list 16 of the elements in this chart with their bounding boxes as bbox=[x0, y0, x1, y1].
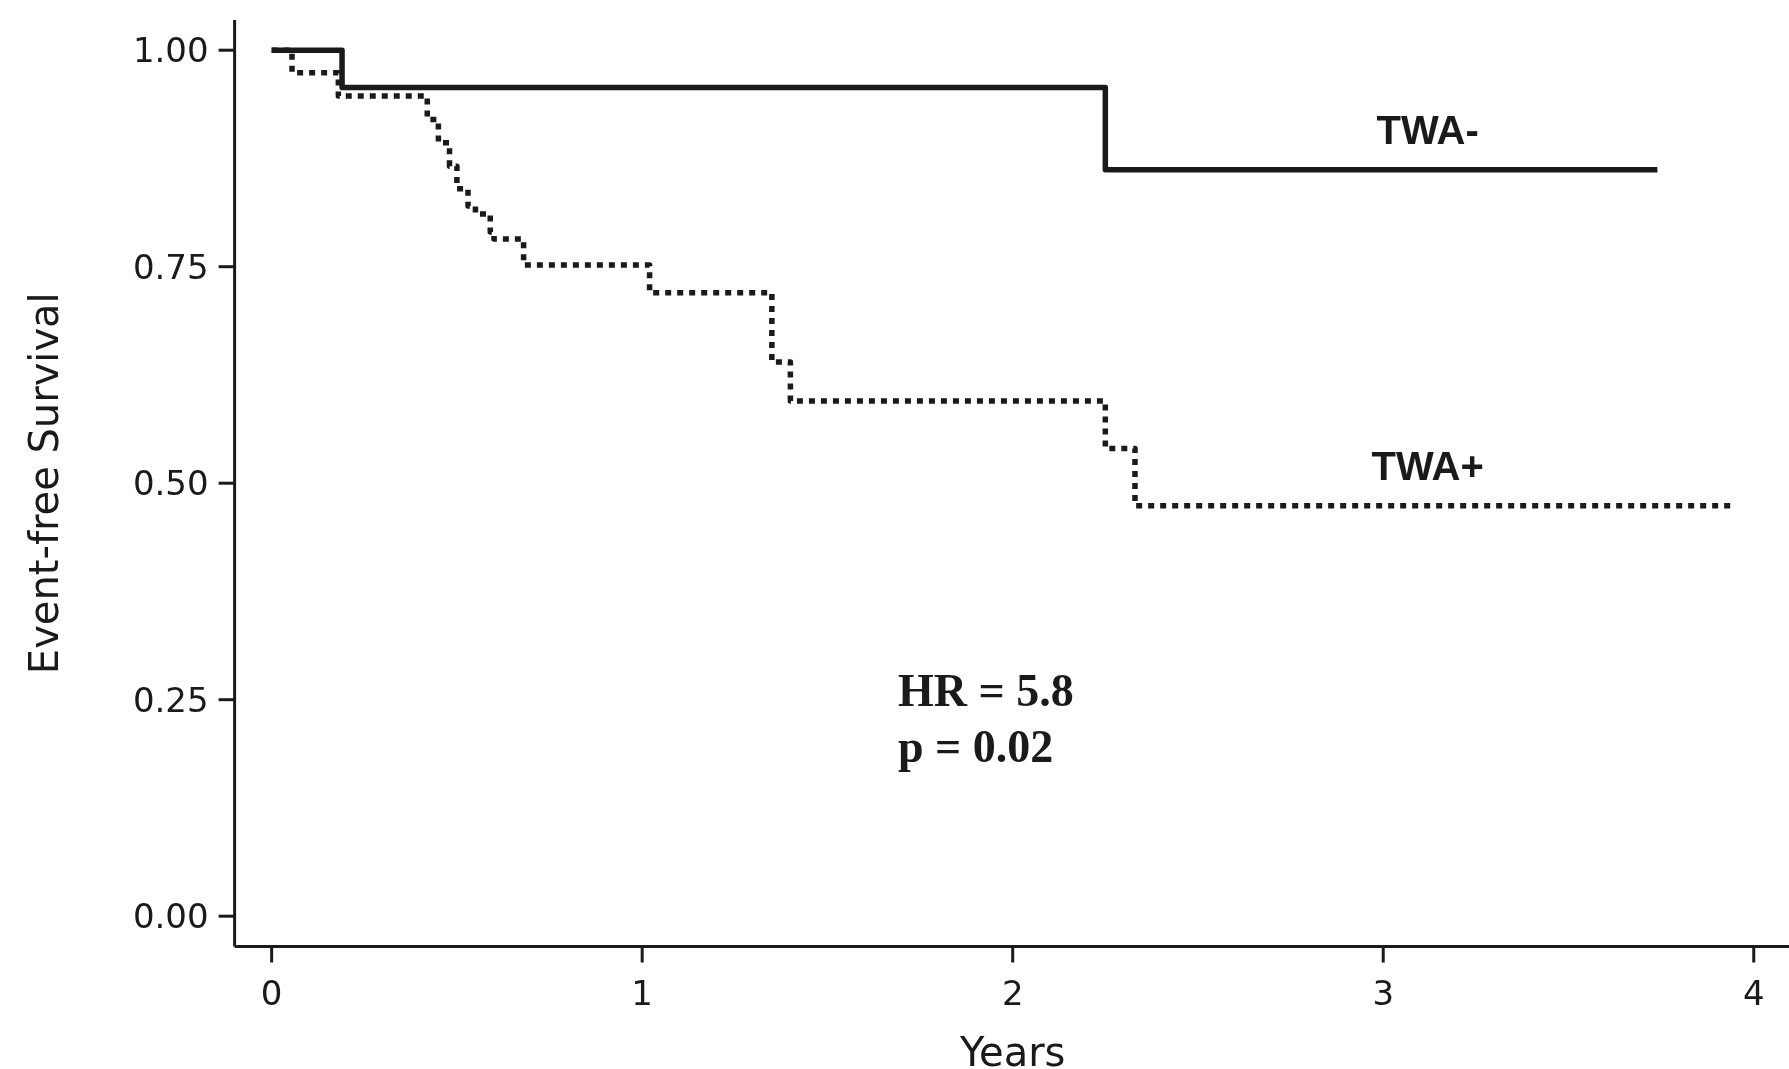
annotation: p = 0.02 bbox=[898, 721, 1054, 772]
x-tick-label: 0 bbox=[260, 972, 283, 1013]
y-tick-label: 0.50 bbox=[132, 463, 209, 504]
y-tick-label: 1.00 bbox=[132, 30, 209, 71]
x-tick-label: 3 bbox=[1372, 972, 1395, 1013]
y-axis-title: Event-free Survival bbox=[21, 292, 67, 675]
x-tick-label: 4 bbox=[1742, 972, 1765, 1013]
series-label: TWA- bbox=[1376, 107, 1479, 152]
annotation: HR = 5.8 bbox=[898, 665, 1074, 716]
series-label: TWA+ bbox=[1371, 443, 1484, 488]
x-axis-title: Years bbox=[958, 1029, 1066, 1069]
x-tick-label: 2 bbox=[1001, 972, 1024, 1013]
y-tick-label: 0.75 bbox=[132, 246, 209, 287]
y-tick-label: 0.00 bbox=[132, 896, 209, 937]
x-tick-label: 1 bbox=[631, 972, 653, 1013]
y-tick-label: 0.25 bbox=[132, 679, 209, 720]
